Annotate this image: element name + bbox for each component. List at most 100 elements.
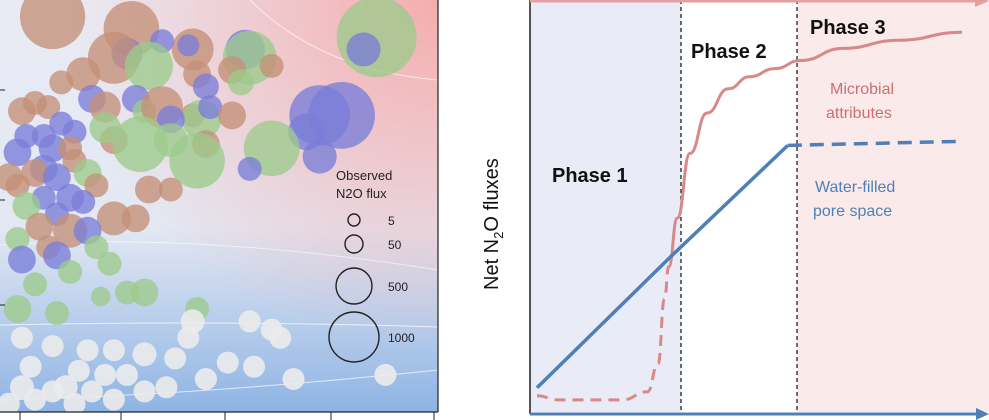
phase-1-label: Phase 1 [552,165,628,187]
bubble-brown [36,95,61,120]
bubble-brown [135,175,163,204]
right-panel: Phase 1 Phase 2 Phase 3 Microbial attrib… [481,0,989,420]
bubble-green [336,0,417,78]
bubble-white [155,376,178,399]
bubble-brown [158,177,183,202]
legend-circle-50 [344,234,364,254]
legend-circle-500 [335,267,373,305]
bubble-blue [71,189,96,214]
bubble-white [116,363,138,386]
water-series-label-line1: Water-filled [815,179,895,196]
bubble-white [238,310,261,333]
bubble-brown [121,204,150,233]
bubble-white [102,388,125,411]
bubble-white [10,326,33,349]
bubble-green [3,295,32,323]
bubble-white [177,326,200,349]
left-panel: Observed N2O flux 5 50 500 1000 [0,0,439,420]
bubble-green [112,116,168,172]
phase-3-label: Phase 3 [810,17,886,39]
ylabel-subscript: 2 [491,232,506,239]
bubble-green [23,272,47,297]
bubble-brown [259,53,284,78]
bubble-green [97,251,122,276]
bubble-blue [177,34,200,57]
size-legend: Observed N2O flux 5 50 500 1000 [328,168,415,363]
bubble-green [5,227,30,251]
bubble-green [115,280,139,305]
legend-label-50: 50 [388,238,402,252]
legend-label-1000: 1000 [388,331,415,345]
bubble-blue [3,138,32,167]
legend-title-line2: N2O flux [336,186,387,201]
bubble-white [102,339,125,362]
phase-2-label: Phase 2 [691,41,767,63]
bubble-white [282,368,305,390]
bubble-green [58,259,83,284]
bubble-white [67,359,90,382]
bubble-white [164,347,187,370]
bubble-brown [20,0,86,50]
bubble-brown [25,212,54,241]
water-filled-pore-space-line [535,144,790,390]
bubble-white [132,342,157,367]
bubble-green [84,235,109,260]
legend-label-5: 5 [388,214,395,228]
ylabel-main: Net N [481,239,503,290]
legend-label-500: 500 [388,280,408,294]
legend-circle-1000 [328,311,380,363]
legend-title-line1: Observed [336,168,392,183]
bubble-blue [43,163,71,192]
bubble-white [41,335,64,358]
bubble-brown [8,97,36,126]
bubble-brown [49,70,74,95]
bubble-green [130,278,159,307]
bubble-white [374,363,397,386]
bubble-blue [8,245,36,274]
water-series-label-line2: pore space [813,203,892,220]
bubble-blue [237,156,262,181]
bubble-blue [302,139,337,174]
bubble-blue [192,73,219,100]
water-filled-pore-space-dashed-line [787,139,963,148]
bubble-white [194,368,217,390]
microbial-attributes-line [667,30,963,269]
bubble-white [133,380,156,403]
microbial-attributes-dashed-line [536,265,671,402]
bubble-brown [84,173,109,198]
bubble-green [89,112,121,144]
bubble-white [24,388,46,411]
right-y-axis-label: Net N2O fluxes [481,158,506,290]
phase-1-region [530,0,681,412]
bubble-blue [198,95,223,120]
top-arrow-icon [975,0,989,7]
bubble-green [227,69,254,96]
bubble-green [90,286,111,307]
microbial-series-label-line2: attributes [826,105,892,122]
ylabel-end: O fluxes [481,158,503,231]
bubble-brown [66,57,101,92]
bubble-white [94,363,117,386]
bubble-layer [0,0,417,412]
bubble-white [216,351,239,374]
bubble-white [63,392,86,412]
bubble-green [44,301,69,326]
bubble-white [81,380,103,403]
bubble-white [269,326,292,349]
phase-3-region [797,0,989,412]
legend-circle-5 [347,213,361,227]
bubble-white [0,392,20,412]
bubble-white [19,355,42,378]
bubble-green [12,192,41,220]
bubble-brown [0,163,23,192]
bubble-white [243,355,265,378]
left-axes [0,0,439,420]
bubble-brown [218,101,247,130]
microbial-series-label-line1: Microbial [830,81,894,98]
bubble-blue [346,32,381,67]
bubble-brown [96,201,131,236]
x-axis-arrow-icon [976,408,989,420]
bubble-blue [49,111,74,136]
bubble-green [124,41,173,90]
